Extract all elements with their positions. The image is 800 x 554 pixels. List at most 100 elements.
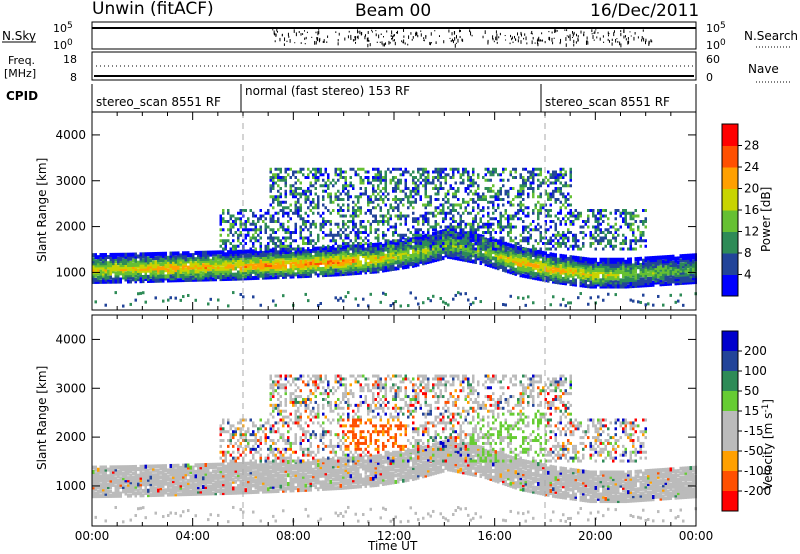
power-cell — [184, 257, 187, 262]
nsky-point — [454, 31, 456, 34]
power-cell — [524, 303, 527, 307]
power-cell — [567, 217, 570, 221]
power-cell — [384, 266, 387, 271]
power-cell — [354, 233, 357, 237]
power-cell — [532, 195, 535, 199]
power-cell — [269, 189, 272, 193]
power-cell — [512, 254, 515, 259]
power-cell — [584, 269, 587, 274]
power-cell — [432, 254, 435, 259]
power-cell — [317, 233, 320, 237]
power-cell — [279, 256, 282, 261]
power-cell — [212, 273, 215, 278]
power-cell — [319, 214, 322, 218]
power-cell — [469, 178, 472, 182]
power-cell — [384, 245, 387, 250]
power-cell — [209, 271, 212, 276]
power-cell — [629, 259, 632, 264]
power-cell — [317, 256, 320, 261]
power-cell — [144, 272, 147, 277]
power-cell — [572, 257, 575, 262]
power-cell — [502, 240, 505, 245]
power-cell — [397, 247, 400, 252]
power-data — [92, 112, 697, 310]
power-cell — [342, 203, 345, 207]
power-cell — [539, 266, 542, 271]
nsearch-label: N.Search — [744, 29, 798, 43]
power-cell — [422, 214, 425, 218]
power-cell — [472, 222, 475, 226]
power-cell — [404, 192, 407, 196]
power-cell — [414, 259, 417, 264]
power-cell — [459, 173, 462, 177]
power-cell — [324, 258, 327, 263]
power-cell — [597, 217, 600, 221]
power-cell — [307, 253, 310, 258]
power-cell — [132, 262, 135, 267]
power-cell — [134, 262, 137, 267]
power-cell — [349, 257, 352, 262]
power-cell — [512, 248, 515, 253]
nsky-point — [305, 36, 307, 40]
nsky-point — [569, 34, 571, 39]
power-cell — [139, 252, 142, 257]
power-cell — [582, 258, 585, 263]
power-cell — [194, 275, 197, 280]
power-cell — [624, 282, 627, 287]
power-cell — [514, 253, 517, 258]
power-cell — [509, 236, 512, 240]
power-cell — [304, 192, 307, 196]
power-cell — [509, 170, 512, 174]
power-cell — [302, 259, 305, 264]
power-cell — [457, 256, 460, 261]
power-cell — [317, 195, 320, 199]
power-cell — [187, 253, 190, 258]
power-cell — [482, 244, 485, 249]
power-cell — [142, 291, 145, 295]
power-cell — [517, 270, 520, 275]
power-cell — [284, 195, 287, 199]
power-cell — [332, 184, 335, 188]
power-cell — [489, 251, 492, 256]
power-cell — [387, 265, 390, 270]
power-cell — [394, 198, 397, 201]
power-cell — [639, 283, 642, 288]
power-cell — [587, 225, 590, 229]
power-cell — [532, 170, 535, 174]
power-cell — [487, 220, 490, 223]
power-cell — [557, 189, 560, 193]
power-cell — [589, 261, 592, 266]
power-cell — [387, 228, 390, 232]
power-cell — [342, 247, 345, 252]
power-cell — [244, 225, 247, 229]
power-cell — [272, 206, 275, 210]
power-cell — [407, 228, 410, 232]
power-cell — [174, 276, 177, 281]
power-cell — [564, 266, 567, 271]
power-cell — [382, 217, 385, 221]
power-cell — [424, 189, 427, 193]
power-cell — [439, 211, 442, 215]
power-cell — [434, 222, 437, 226]
power-cell — [142, 275, 145, 280]
power-cell — [477, 242, 480, 245]
power-cell — [184, 259, 187, 264]
power-cell — [377, 256, 380, 261]
power-cell — [529, 248, 532, 253]
power-cell — [357, 173, 360, 177]
power-cell — [512, 167, 515, 171]
power-cell — [244, 266, 247, 271]
power-cell — [272, 220, 275, 223]
power-cell — [152, 256, 155, 261]
power-cell — [104, 277, 107, 282]
power-cell — [494, 255, 497, 260]
power-cell — [279, 262, 282, 267]
power-cell — [394, 250, 397, 255]
power-cell — [429, 247, 432, 251]
nsky-point — [651, 40, 653, 43]
power-cell — [512, 203, 515, 207]
power-cell — [334, 198, 337, 201]
power-cell — [372, 247, 375, 252]
power-cell — [187, 269, 190, 274]
power-cell — [594, 217, 597, 221]
